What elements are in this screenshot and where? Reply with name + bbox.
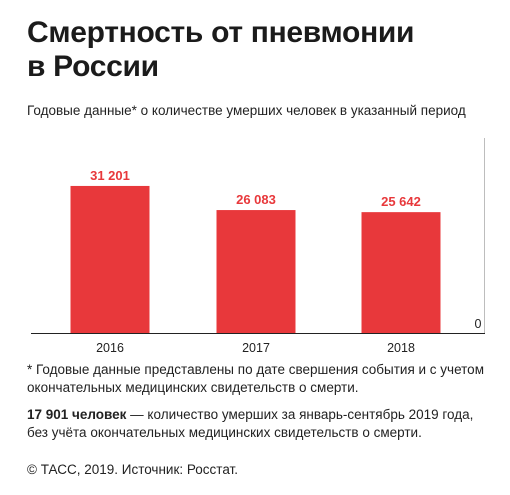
value-label-2016: 31 201 [90,168,130,183]
x-tick-2018: 2018 [387,341,415,355]
fact-text: 17 901 человек — количество умерших за я… [27,406,497,442]
fact-rest: — количество умерших за январь-сентябрь … [27,407,474,440]
x-tick-2016: 2016 [96,341,124,355]
chart-subtitle: Годовые данные* о количестве умерших чел… [27,103,466,118]
source-credit: © ТАСС, 2019. Источник: Росстат. [27,462,238,477]
bars-group: 31 201 26 083 25 642 [70,168,441,333]
bar-2017 [216,210,296,333]
value-label-2018: 25 642 [381,194,421,209]
value-label-2017: 26 083 [236,192,276,207]
bar-chart: 31 201 26 083 25 642 2016 2017 2018 0 [31,138,485,355]
bar-2016 [70,185,150,333]
chart-title: Смертность от пневмонии в России [27,16,497,84]
footnote: * Годовые данные представлены по дате св… [27,362,484,395]
fact-bold: 17 901 человек [27,407,127,422]
x-tick-2017: 2017 [242,341,270,355]
title-line-1: Смертность от пневмонии [27,16,415,49]
tick-labels-group: 2016 2017 2018 0 [96,317,481,355]
y-tick-0: 0 [475,317,482,331]
bar-2018 [361,212,441,333]
title-line-2: в России [27,50,159,83]
